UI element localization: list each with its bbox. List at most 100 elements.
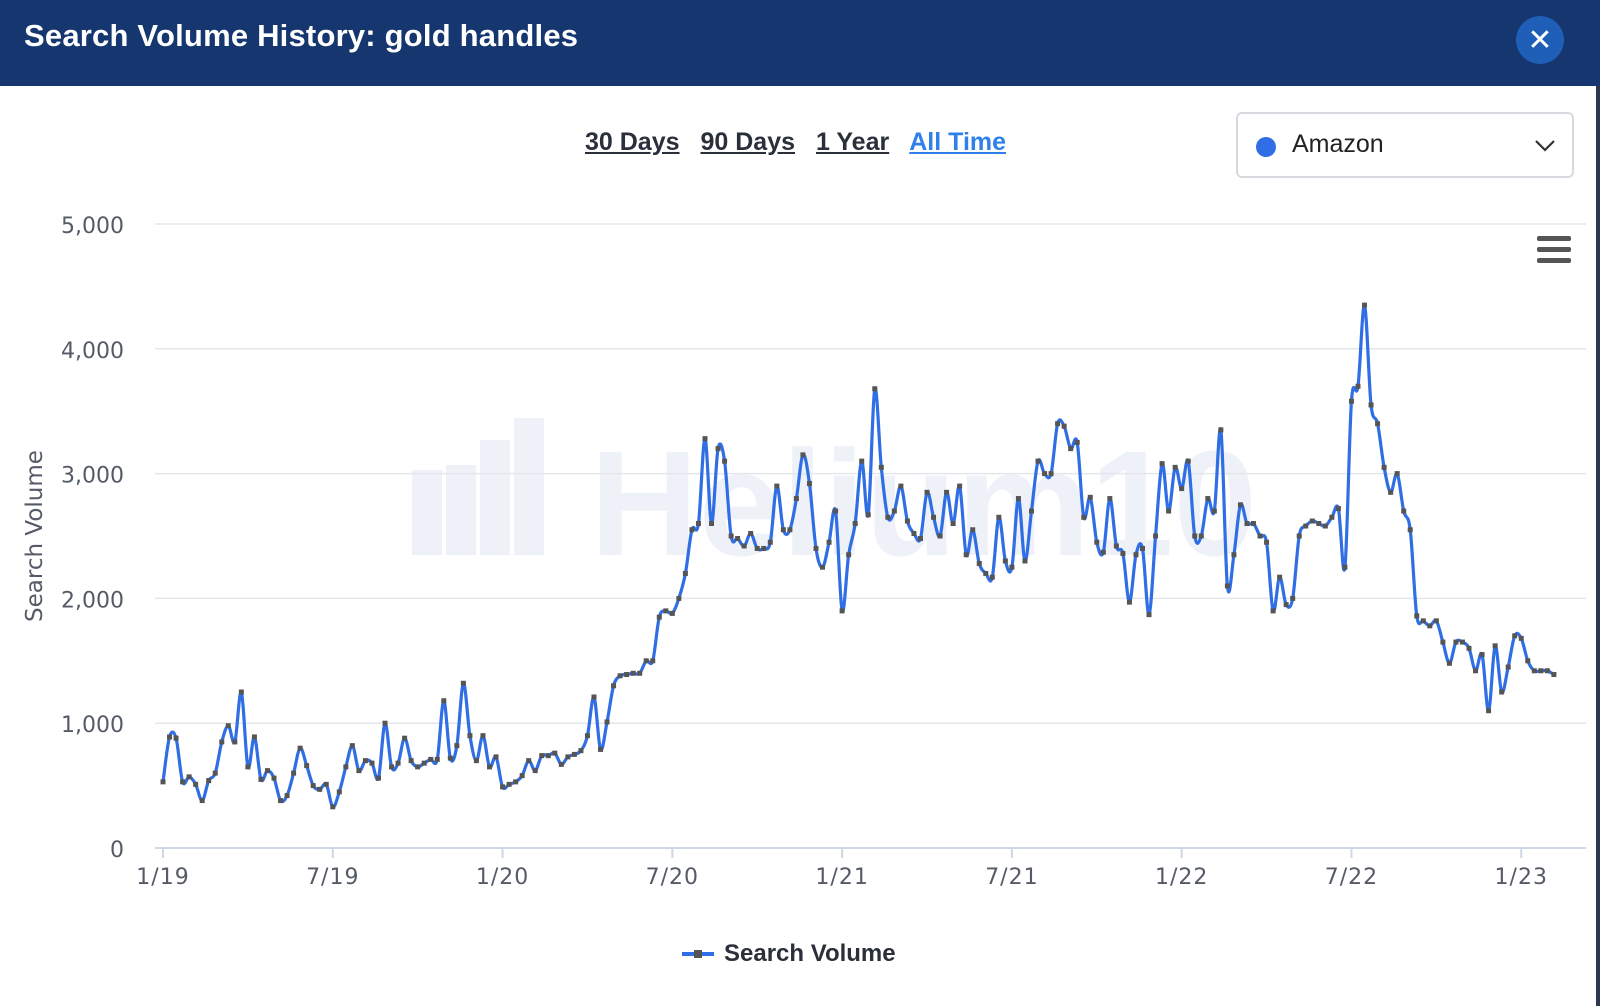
data-point	[1348, 398, 1354, 404]
data-point	[408, 758, 414, 764]
data-point	[1126, 599, 1132, 605]
data-point	[304, 763, 310, 769]
data-point	[1440, 639, 1446, 645]
data-point	[578, 748, 584, 754]
data-point	[369, 760, 375, 766]
data-point	[1081, 514, 1087, 520]
tab-1-year[interactable]: 1 Year	[815, 128, 890, 156]
data-point	[1231, 552, 1237, 558]
data-point	[1211, 508, 1217, 514]
data-point	[343, 764, 349, 770]
close-icon[interactable]: ✕	[1516, 16, 1564, 64]
data-point	[291, 770, 297, 776]
data-point	[1166, 508, 1172, 514]
tab-all-time[interactable]: All Time	[909, 128, 1007, 156]
data-point	[1009, 564, 1015, 570]
data-point	[1015, 496, 1021, 502]
chevron-down-icon	[1535, 140, 1555, 152]
data-point	[1042, 471, 1048, 477]
data-point	[1394, 471, 1400, 477]
data-point	[695, 521, 701, 527]
data-point	[1303, 523, 1309, 529]
data-point	[1140, 545, 1145, 551]
data-point	[297, 745, 303, 751]
data-point	[1551, 672, 1557, 678]
data-point	[1159, 461, 1165, 467]
data-point	[336, 789, 342, 795]
y-tick-label: 2,000	[61, 588, 124, 613]
data-point	[1120, 550, 1126, 556]
data-point	[1074, 439, 1080, 445]
data-point	[1427, 623, 1433, 629]
data-point	[833, 508, 839, 514]
data-point	[500, 784, 506, 790]
data-point	[1446, 660, 1452, 666]
data-point	[167, 734, 173, 740]
data-point	[1322, 523, 1328, 529]
data-point	[428, 756, 434, 762]
x-tick-label: 7/21	[985, 865, 1038, 890]
time-range-tabs: 30 Days 90 Days 1 Year All Time	[585, 128, 1020, 157]
data-point	[1401, 508, 1407, 514]
data-point	[1309, 518, 1315, 524]
data-point	[310, 783, 316, 789]
data-point	[1459, 639, 1465, 645]
data-point	[676, 595, 682, 601]
data-point	[1486, 708, 1492, 714]
data-point	[251, 734, 257, 740]
tab-30-days[interactable]: 30 Days	[585, 128, 680, 156]
data-point	[1479, 652, 1485, 658]
data-point	[330, 804, 336, 810]
data-point	[1375, 421, 1381, 427]
data-point	[1198, 533, 1204, 539]
data-point	[1355, 383, 1361, 389]
data-point	[996, 514, 1002, 520]
data-point	[604, 719, 610, 725]
data-point	[454, 743, 460, 749]
data-point	[1368, 402, 1374, 408]
data-point	[1538, 668, 1544, 674]
data-point	[402, 735, 408, 741]
data-point	[937, 533, 943, 539]
data-point	[1068, 446, 1074, 452]
data-point	[774, 483, 780, 489]
data-point	[1048, 471, 1054, 477]
data-point	[382, 720, 388, 726]
chart-menu-icon[interactable]	[1537, 236, 1571, 269]
data-point	[735, 535, 741, 541]
data-point	[970, 527, 976, 533]
data-point	[1283, 602, 1289, 608]
data-point	[754, 545, 760, 551]
tab-90-days[interactable]: 90 Days	[700, 128, 796, 156]
data-point	[637, 670, 643, 676]
data-point	[473, 758, 479, 764]
data-point	[1362, 302, 1368, 308]
marketplace-dot-icon	[1256, 137, 1276, 157]
marketplace-select[interactable]: Amazon	[1236, 112, 1574, 178]
data-point	[245, 764, 251, 770]
data-point	[1224, 583, 1230, 589]
data-point	[1257, 533, 1263, 539]
data-point	[656, 614, 662, 620]
data-point	[1420, 618, 1426, 624]
data-point	[598, 746, 604, 752]
data-point	[663, 608, 669, 614]
data-point	[989, 574, 995, 580]
data-point	[1433, 618, 1439, 624]
data-point	[1453, 639, 1459, 645]
data-point	[375, 775, 381, 781]
x-tick-label: 1/20	[476, 865, 529, 890]
chart-legend[interactable]: Search Volume	[682, 940, 896, 968]
data-point	[1237, 502, 1243, 508]
data-point	[1100, 549, 1106, 555]
data-point	[1505, 664, 1511, 670]
data-point	[1407, 527, 1413, 533]
modal-title: Search Volume History: gold handles	[24, 18, 579, 53]
data-point	[963, 552, 969, 558]
data-point	[800, 452, 806, 458]
data-point	[1146, 612, 1152, 618]
data-point	[519, 773, 525, 779]
data-point	[1414, 613, 1420, 619]
data-point	[1512, 633, 1518, 639]
